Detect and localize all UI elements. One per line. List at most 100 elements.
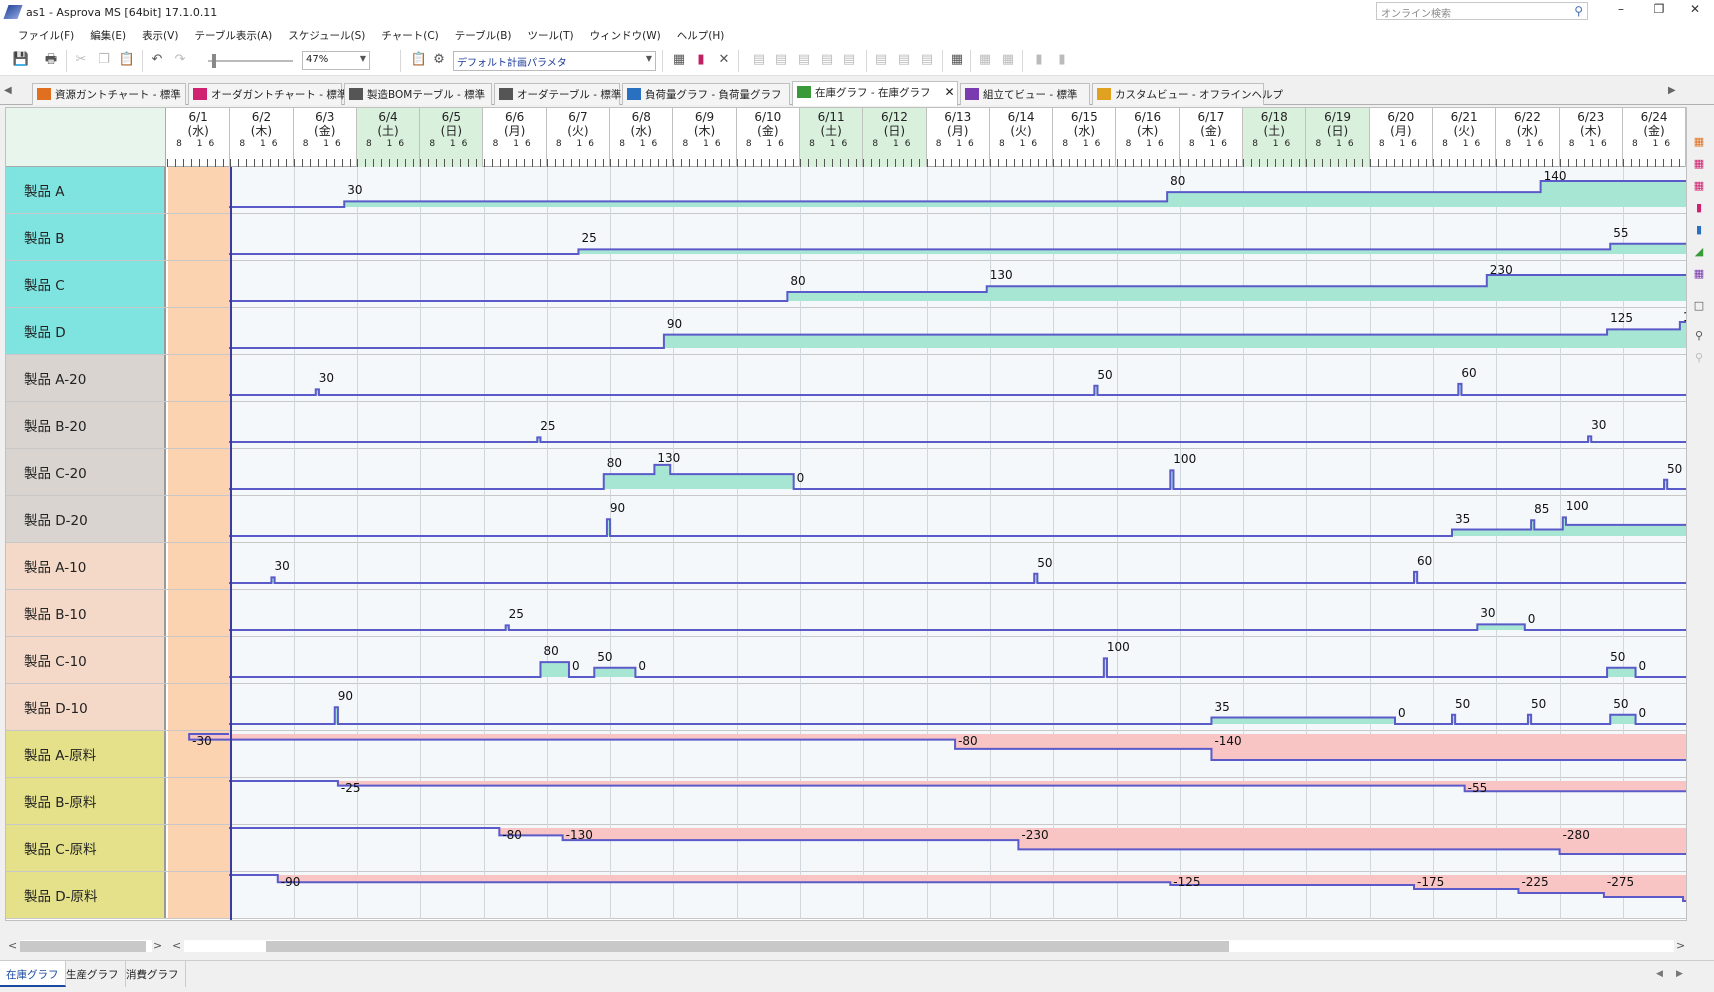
tab-0[interactable]: 資源ガントチャート - 標準	[32, 83, 186, 105]
collapse-icon[interactable]: ▦	[1001, 52, 1015, 67]
maximize-button[interactable]: ❐	[1653, 2, 1665, 16]
menu-item-0[interactable]: ファイル(F)	[18, 29, 75, 42]
menu-item-9[interactable]: ヘルプ(H)	[676, 29, 725, 42]
plan-param-edit-icon[interactable]: ⚙	[433, 52, 445, 67]
row-label[interactable]: 製品 C-20	[6, 449, 166, 495]
plan-param-icon[interactable]: 📋	[410, 52, 428, 67]
assembly-icon[interactable]: ▦	[1693, 267, 1705, 280]
menu-item-8[interactable]: ウィンドウ(W)	[589, 29, 661, 42]
label-scrollbar-thumb[interactable]	[20, 941, 146, 952]
menu-item-3[interactable]: テーブル表示(A)	[194, 29, 273, 42]
tab-7[interactable]: カスタムビュー - オフラインヘルプ	[1092, 83, 1283, 105]
gantt-link-icon[interactable]: ▦	[672, 52, 686, 67]
row-label[interactable]: 製品 C-10	[6, 637, 166, 683]
delete-icon[interactable]: ✕	[718, 52, 730, 67]
menu-item-6[interactable]: テーブル(B)	[454, 29, 512, 42]
undo-icon[interactable]: ↶	[151, 52, 163, 67]
row-label[interactable]: 製品 A-10	[6, 543, 166, 589]
date-column-header: 6/23 (木) 8 16	[1559, 108, 1623, 167]
row-label[interactable]: 製品 A-20	[6, 355, 166, 401]
value-label: -275	[1606, 875, 1635, 889]
menu-item-7[interactable]: ツール(T)	[527, 29, 574, 42]
search-icon[interactable]: ⚲	[1574, 4, 1583, 18]
tab-2[interactable]: 製造BOMテーブル - 標準	[344, 83, 492, 105]
scroll-left-icon[interactable]: <	[8, 939, 18, 952]
print-icon[interactable]: 🖶	[44, 52, 58, 67]
row-label[interactable]: 製品 C	[6, 261, 166, 307]
chart-scrollbar-thumb[interactable]	[266, 941, 1229, 952]
expand-icon[interactable]: ▦	[978, 52, 992, 67]
align-left-icon[interactable]: ▤	[752, 52, 766, 67]
inventory-line	[229, 827, 1686, 855]
grid-icon[interactable]: ▦	[950, 52, 964, 67]
value-label: 80	[1170, 174, 1186, 189]
tab-3[interactable]: オーダテーブル - 標準	[494, 83, 621, 105]
value-label: 30	[1591, 418, 1607, 433]
load-graph-icon[interactable]: ▮	[1695, 223, 1703, 236]
row-label[interactable]: 製品 C-原料	[6, 825, 166, 871]
zoom-out-icon[interactable]: ⚲	[1694, 351, 1704, 364]
paste-icon[interactable]: 📋	[118, 52, 136, 67]
row-label[interactable]: 製品 D-20	[6, 496, 166, 542]
row-label[interactable]: 製品 B-10	[6, 590, 166, 636]
zoom-slider-knob[interactable]	[212, 54, 216, 68]
pegging-side-icon[interactable]: ▮	[1695, 201, 1703, 214]
tab-scroll-right-icon[interactable]: ▶	[1668, 85, 1676, 96]
tab-4[interactable]: 負荷量グラフ - 負荷量グラフ	[622, 83, 790, 105]
redo-icon[interactable]: ↷	[174, 52, 186, 67]
row-label[interactable]: 製品 D-原料	[6, 872, 166, 918]
graph-type-tabs: ◀ ▶ 在庫グラフ 生産グラフ 消費グラフ	[0, 960, 1714, 992]
zoom-in-icon[interactable]: ⚲	[1694, 329, 1704, 342]
tab-5[interactable]: 在庫グラフ - 在庫グラフ ✕	[792, 81, 958, 106]
row-label[interactable]: 製品 B-20	[6, 402, 166, 448]
comment-icon[interactable]: □	[1693, 299, 1705, 312]
copy-icon[interactable]: ❐	[98, 52, 110, 67]
align-center-icon[interactable]: ▤	[797, 52, 811, 67]
dispatch-icon[interactable]: ▮	[1035, 52, 1043, 67]
chart-scroll-left-icon[interactable]: <	[172, 939, 182, 952]
tab-next-icon[interactable]: ▶	[1676, 969, 1683, 979]
minimize-button[interactable]: –	[1618, 2, 1624, 16]
menu-item-1[interactable]: 編集(E)	[90, 29, 127, 42]
cut-icon[interactable]: ✂	[75, 52, 87, 67]
row-height-icon[interactable]: ▤	[874, 52, 888, 67]
scroll-right-icon[interactable]: >	[153, 939, 163, 952]
graph-row: 製品 B-20 25 30	[6, 402, 1686, 449]
graph-tab-1[interactable]: 生産グラフ	[60, 961, 126, 987]
tab-6[interactable]: 組立てビュー - 標準	[960, 83, 1090, 105]
gantt-icon[interactable]: ▦	[1693, 135, 1705, 148]
row-label[interactable]: 製品 D	[6, 308, 166, 354]
close-window-button[interactable]: ✕	[1689, 2, 1701, 16]
zoom-select[interactable]: 47% ▼	[302, 51, 370, 70]
graph-tab-2[interactable]: 消費グラフ	[120, 961, 186, 987]
menu-item-2[interactable]: 表示(V)	[142, 29, 179, 42]
reschedule-icon[interactable]: ▮	[1058, 52, 1066, 67]
row-label[interactable]: 製品 B	[6, 214, 166, 260]
align-top-icon[interactable]: ▤	[774, 52, 788, 67]
past-period	[168, 214, 230, 260]
order-gantt-icon[interactable]: ▦	[1693, 157, 1705, 170]
align-bottom-icon[interactable]: ▤	[820, 52, 834, 67]
inventory-graph-icon[interactable]: ◢	[1694, 245, 1704, 258]
row-label[interactable]: 製品 B-原料	[6, 778, 166, 824]
row-label[interactable]: 製品 A	[6, 167, 166, 213]
pegging-icon[interactable]: ▮	[697, 52, 705, 67]
menu-item-5[interactable]: チャート(C)	[381, 29, 439, 42]
row-label[interactable]: 製品 D-10	[6, 684, 166, 730]
online-search-input[interactable]: オンライン検索 ⚲	[1376, 2, 1588, 20]
save-icon[interactable]: 💾	[12, 52, 30, 67]
order-link-icon[interactable]: ▦	[1693, 179, 1705, 192]
tab-1[interactable]: オーダガントチャート - 標準	[188, 83, 347, 105]
tab-prev-icon[interactable]: ◀	[1656, 969, 1663, 979]
tab-scroll-left-icon[interactable]: ◀	[4, 85, 12, 96]
menu-item-4[interactable]: スケジュール(S)	[288, 29, 366, 42]
row-spacing-icon[interactable]: ▤	[897, 52, 911, 67]
zoom-slider[interactable]	[208, 54, 293, 68]
align-right-icon[interactable]: ▤	[842, 52, 856, 67]
plan-parameter-select[interactable]: デフォルト計画パラメタ ▼	[453, 51, 656, 71]
row-label[interactable]: 製品 A-原料	[6, 731, 166, 777]
close-tab-icon[interactable]: ✕	[944, 85, 955, 99]
chart-scroll-right-icon[interactable]: >	[1676, 939, 1686, 952]
graph-tab-0[interactable]: 在庫グラフ	[0, 961, 66, 987]
row-fit-icon[interactable]: ▤	[920, 52, 934, 67]
